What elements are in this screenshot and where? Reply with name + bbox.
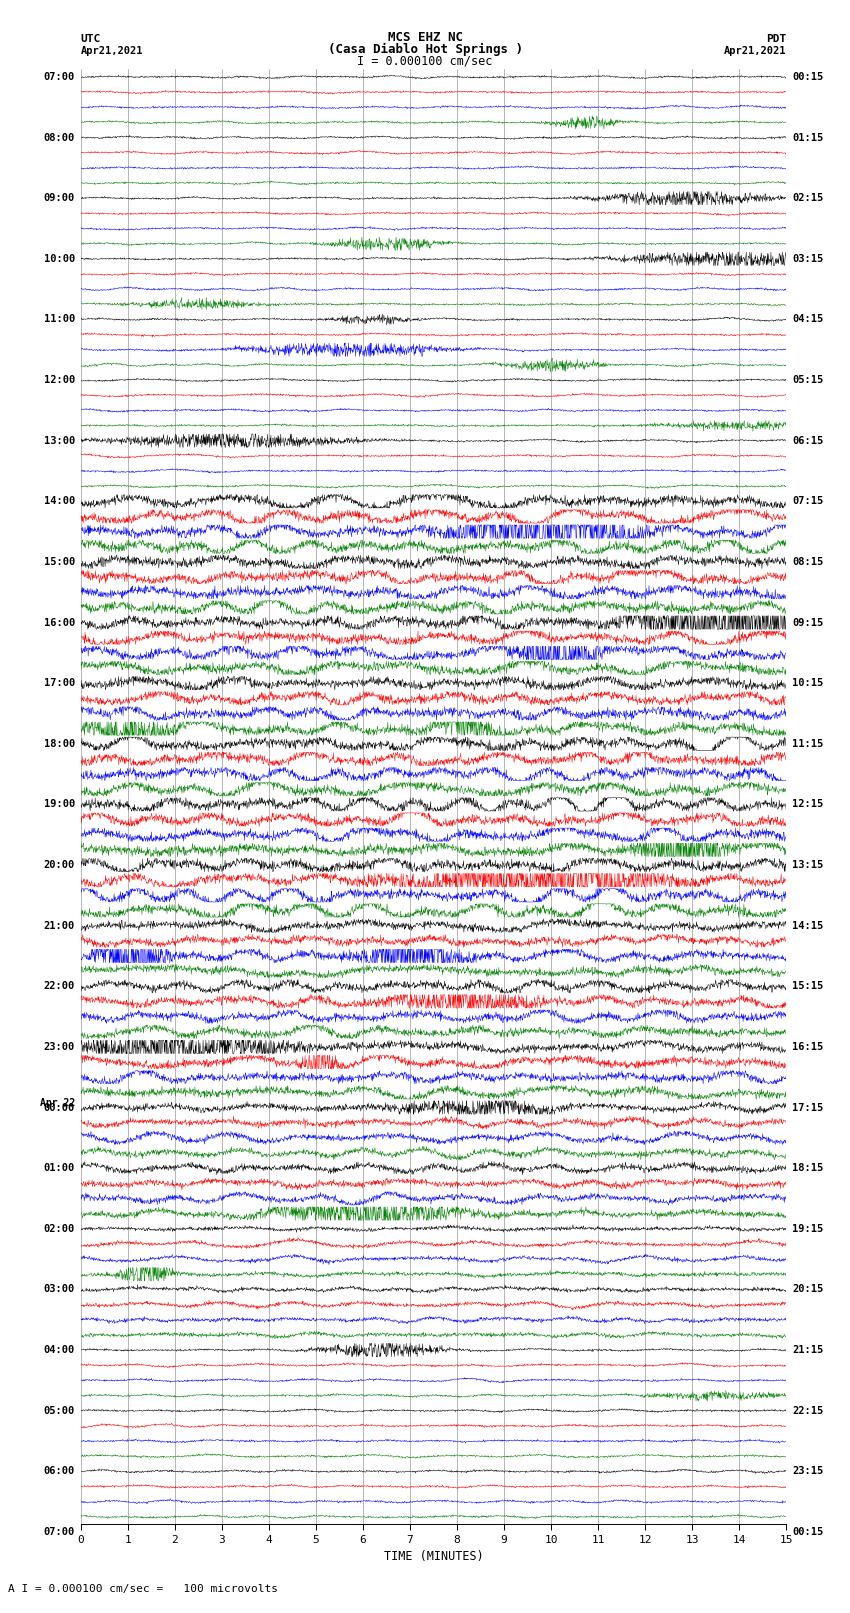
Text: 23:00: 23:00 — [44, 1042, 75, 1052]
X-axis label: TIME (MINUTES): TIME (MINUTES) — [383, 1550, 484, 1563]
Text: 03:15: 03:15 — [792, 253, 823, 265]
Text: 19:00: 19:00 — [44, 800, 75, 810]
Text: 23:15: 23:15 — [792, 1466, 823, 1476]
Text: 09:00: 09:00 — [44, 194, 75, 203]
Text: 08:15: 08:15 — [792, 556, 823, 566]
Text: 01:00: 01:00 — [44, 1163, 75, 1173]
Text: 02:00: 02:00 — [44, 1224, 75, 1234]
Text: PDT: PDT — [766, 34, 786, 44]
Text: 11:15: 11:15 — [792, 739, 823, 748]
Text: 02:15: 02:15 — [792, 194, 823, 203]
Text: (Casa Diablo Hot Springs ): (Casa Diablo Hot Springs ) — [327, 44, 523, 56]
Text: 12:15: 12:15 — [792, 800, 823, 810]
Text: 21:00: 21:00 — [44, 921, 75, 931]
Text: UTC: UTC — [81, 34, 101, 44]
Text: 10:00: 10:00 — [44, 253, 75, 265]
Text: 16:15: 16:15 — [792, 1042, 823, 1052]
Text: 14:15: 14:15 — [792, 921, 823, 931]
Text: 18:15: 18:15 — [792, 1163, 823, 1173]
Text: 12:00: 12:00 — [44, 376, 75, 386]
Text: 10:15: 10:15 — [792, 677, 823, 689]
Text: 17:00: 17:00 — [44, 677, 75, 689]
Text: 17:15: 17:15 — [792, 1103, 823, 1113]
Text: 19:15: 19:15 — [792, 1224, 823, 1234]
Text: 05:15: 05:15 — [792, 376, 823, 386]
Text: 09:15: 09:15 — [792, 618, 823, 627]
Text: 07:00: 07:00 — [44, 1528, 75, 1537]
Text: 07:00: 07:00 — [44, 73, 75, 82]
Text: A I = 0.000100 cm/sec =   100 microvolts: A I = 0.000100 cm/sec = 100 microvolts — [8, 1584, 279, 1594]
Text: 00:15: 00:15 — [792, 73, 823, 82]
Text: 16:00: 16:00 — [44, 618, 75, 627]
Text: 13:15: 13:15 — [792, 860, 823, 869]
Text: 06:00: 06:00 — [44, 1466, 75, 1476]
Text: 04:15: 04:15 — [792, 315, 823, 324]
Text: Apr21,2021: Apr21,2021 — [723, 47, 786, 56]
Text: 07:15: 07:15 — [792, 497, 823, 506]
Text: 03:00: 03:00 — [44, 1284, 75, 1294]
Text: 14:00: 14:00 — [44, 497, 75, 506]
Text: 22:15: 22:15 — [792, 1405, 823, 1416]
Text: 05:00: 05:00 — [44, 1405, 75, 1416]
Text: 18:00: 18:00 — [44, 739, 75, 748]
Text: 08:00: 08:00 — [44, 132, 75, 142]
Text: 11:00: 11:00 — [44, 315, 75, 324]
Text: 06:15: 06:15 — [792, 436, 823, 445]
Text: MCS EHZ NC: MCS EHZ NC — [388, 31, 462, 44]
Text: 00:00: 00:00 — [44, 1103, 75, 1113]
Text: 01:15: 01:15 — [792, 132, 823, 142]
Text: 04:00: 04:00 — [44, 1345, 75, 1355]
Text: 00:15: 00:15 — [792, 1528, 823, 1537]
Text: 22:00: 22:00 — [44, 981, 75, 992]
Text: 20:15: 20:15 — [792, 1284, 823, 1294]
Text: 15:15: 15:15 — [792, 981, 823, 992]
Text: 15:00: 15:00 — [44, 556, 75, 566]
Text: 13:00: 13:00 — [44, 436, 75, 445]
Text: Apr21,2021: Apr21,2021 — [81, 47, 144, 56]
Text: 20:00: 20:00 — [44, 860, 75, 869]
Text: I = 0.000100 cm/sec: I = 0.000100 cm/sec — [357, 55, 493, 68]
Text: 21:15: 21:15 — [792, 1345, 823, 1355]
Text: Apr 22: Apr 22 — [40, 1097, 75, 1108]
